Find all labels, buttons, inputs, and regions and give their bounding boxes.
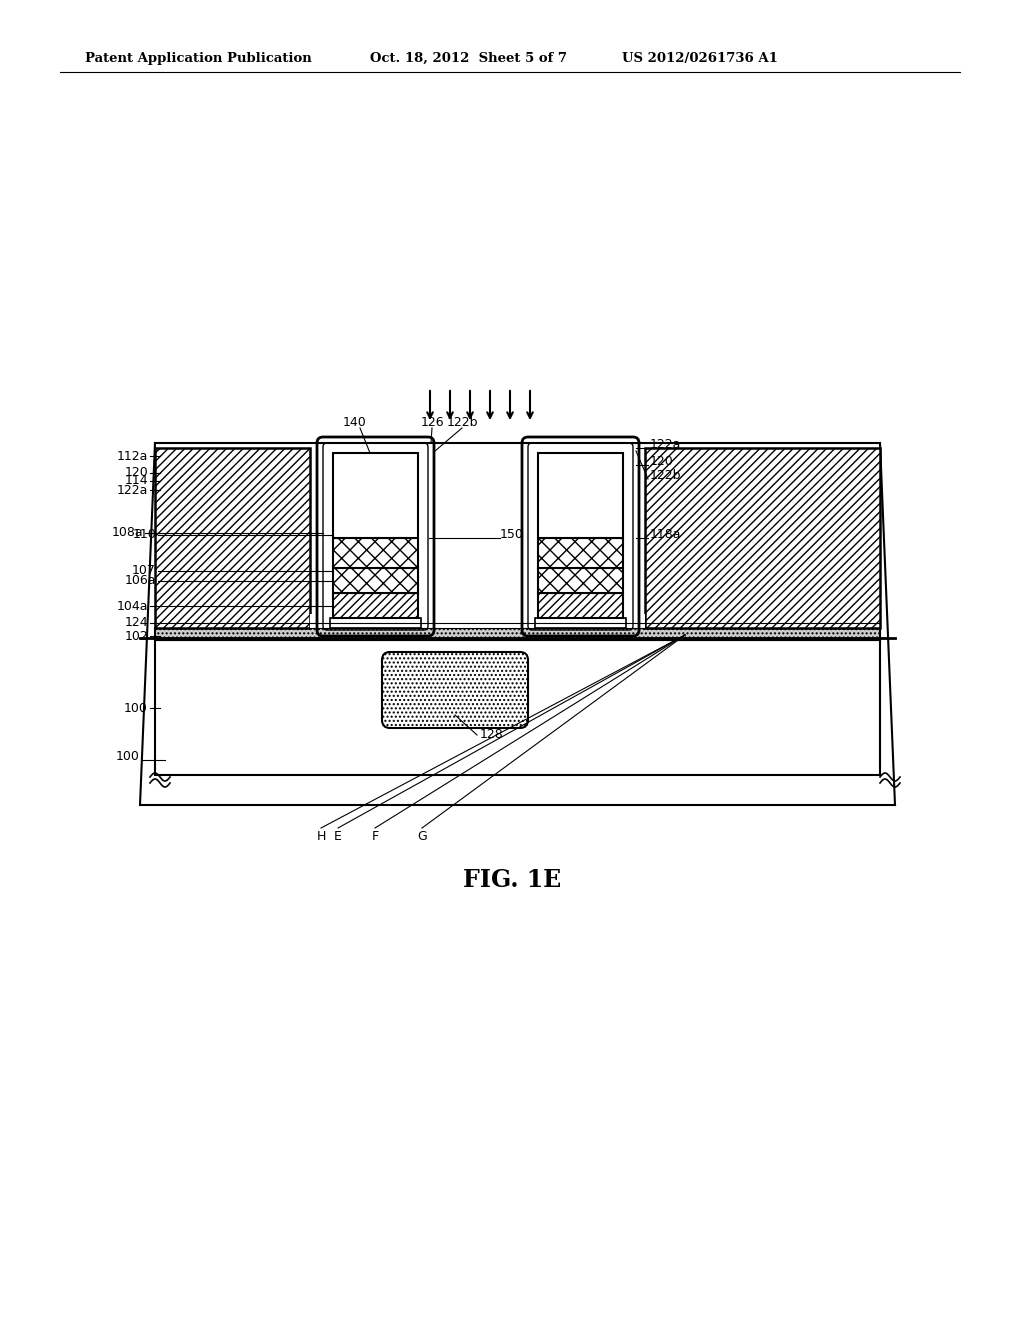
Bar	[538, 593, 623, 618]
Text: 122a: 122a	[117, 483, 148, 496]
Bar	[538, 453, 623, 539]
Text: 102: 102	[124, 630, 148, 643]
Text: 107: 107	[132, 565, 156, 578]
Text: FIG. 1E: FIG. 1E	[463, 869, 561, 892]
Text: E: E	[334, 830, 342, 843]
Bar	[538, 539, 623, 568]
Text: 106a: 106a	[125, 574, 156, 587]
Text: 126: 126	[420, 416, 443, 429]
Text: 122a: 122a	[650, 438, 681, 451]
Bar	[333, 453, 418, 539]
Text: 122b: 122b	[650, 469, 682, 482]
Text: 128: 128	[480, 729, 504, 741]
FancyBboxPatch shape	[382, 652, 528, 729]
Bar	[333, 593, 418, 618]
Text: G: G	[417, 830, 427, 843]
Text: 140: 140	[343, 416, 367, 429]
Bar	[333, 539, 418, 568]
Bar	[535, 618, 626, 628]
Text: 104a: 104a	[117, 599, 148, 612]
Text: H: H	[316, 830, 326, 843]
Bar	[538, 568, 623, 593]
Bar	[155, 447, 310, 628]
Text: 120: 120	[650, 455, 674, 469]
Text: 124: 124	[124, 616, 148, 630]
Bar	[155, 628, 880, 640]
Text: 114: 114	[124, 474, 148, 487]
Text: 118a: 118a	[650, 528, 682, 541]
Text: 120: 120	[124, 466, 148, 479]
Text: 150: 150	[500, 528, 524, 541]
Text: 112a: 112a	[117, 450, 148, 462]
Text: US 2012/0261736 A1: US 2012/0261736 A1	[622, 51, 778, 65]
Text: Oct. 18, 2012  Sheet 5 of 7: Oct. 18, 2012 Sheet 5 of 7	[370, 51, 567, 65]
Text: F: F	[372, 830, 379, 843]
Text: Patent Application Publication: Patent Application Publication	[85, 51, 311, 65]
Text: 108a: 108a	[112, 527, 143, 540]
Bar	[645, 447, 880, 628]
Bar	[333, 568, 418, 593]
Bar	[310, 614, 645, 628]
Text: 100: 100	[116, 750, 140, 763]
Bar	[155, 640, 880, 775]
Text: 100: 100	[124, 701, 148, 714]
Text: 122b: 122b	[446, 416, 478, 429]
Text: 110: 110	[132, 528, 156, 541]
Bar	[330, 618, 421, 628]
